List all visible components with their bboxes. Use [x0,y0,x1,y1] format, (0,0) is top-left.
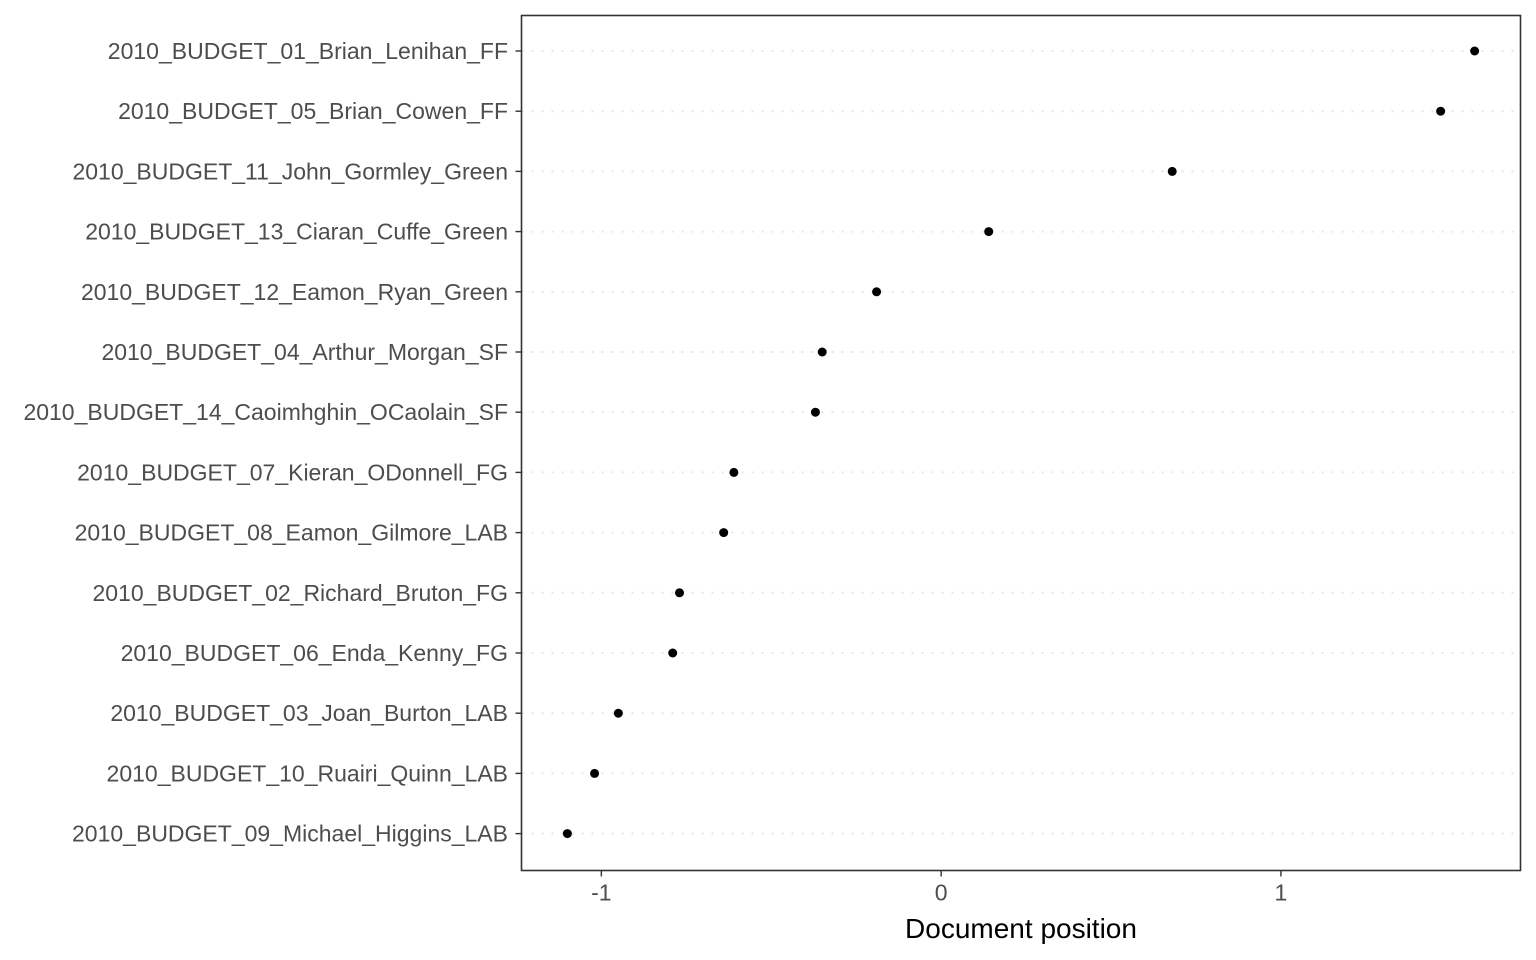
y-tick-label: 2010_BUDGET_07_Kieran_ODonnell_FG [77,459,508,485]
data-point [872,287,882,297]
x-tick-label: 1 [1275,880,1288,906]
data-point [590,768,600,778]
data-point [1167,166,1177,176]
plot-panel-border [520,14,1522,872]
y-tick-label: 2010_BUDGET_04_Arthur_Morgan_SF [101,339,508,365]
y-tick-label: 2010_BUDGET_02_Richard_Bruton_FG [92,580,508,606]
data-point [1436,106,1446,116]
x-tick-label: 0 [935,880,948,906]
data-point [613,708,623,718]
y-tick-label: 2010_BUDGET_08_Eamon_Gilmore_LAB [75,520,508,546]
data-point [719,528,729,538]
y-tick-label: 2010_BUDGET_10_Ruairi_Quinn_LAB [107,760,508,786]
data-point [1470,46,1480,56]
y-tick-label: 2010_BUDGET_09_Michael_Higgins_LAB [72,821,508,847]
data-point [984,227,994,237]
y-tick-labels: 2010_BUDGET_01_Brian_Lenihan_FF 2010_BUDG… [23,38,522,847]
data-point [810,407,820,417]
data-point [817,347,827,357]
y-tick-label: 2010_BUDGET_11_John_Gormley_Green [72,158,508,184]
x-axis-ticks: -1 0 1 [591,870,1288,906]
y-tick-label: 2010_BUDGET_03_Joan_Burton_LAB [110,700,508,726]
y-tick-label: 2010_BUDGET_14_Caoimhghin_OCaolain_SF [23,399,508,425]
x-axis-title: Document position [905,913,1137,944]
y-tick-label: 2010_BUDGET_13_Ciaran_Cuffe_Green [85,219,508,245]
data-point [668,648,678,658]
gridlines [521,50,1521,835]
x-tick-label: -1 [591,880,611,906]
data-point [729,467,739,477]
data-point [562,829,572,839]
data-points [562,46,1480,839]
y-tick-label: 2010_BUDGET_05_Brian_Cowen_FF [118,98,508,124]
y-tick-label: 2010_BUDGET_01_Brian_Lenihan_FF [108,38,508,64]
y-tick-label: 2010_BUDGET_12_Eamon_Ryan_Green [81,279,508,305]
data-point [675,588,685,598]
y-tick-label: 2010_BUDGET_06_Enda_Kenny_FG [121,640,508,666]
